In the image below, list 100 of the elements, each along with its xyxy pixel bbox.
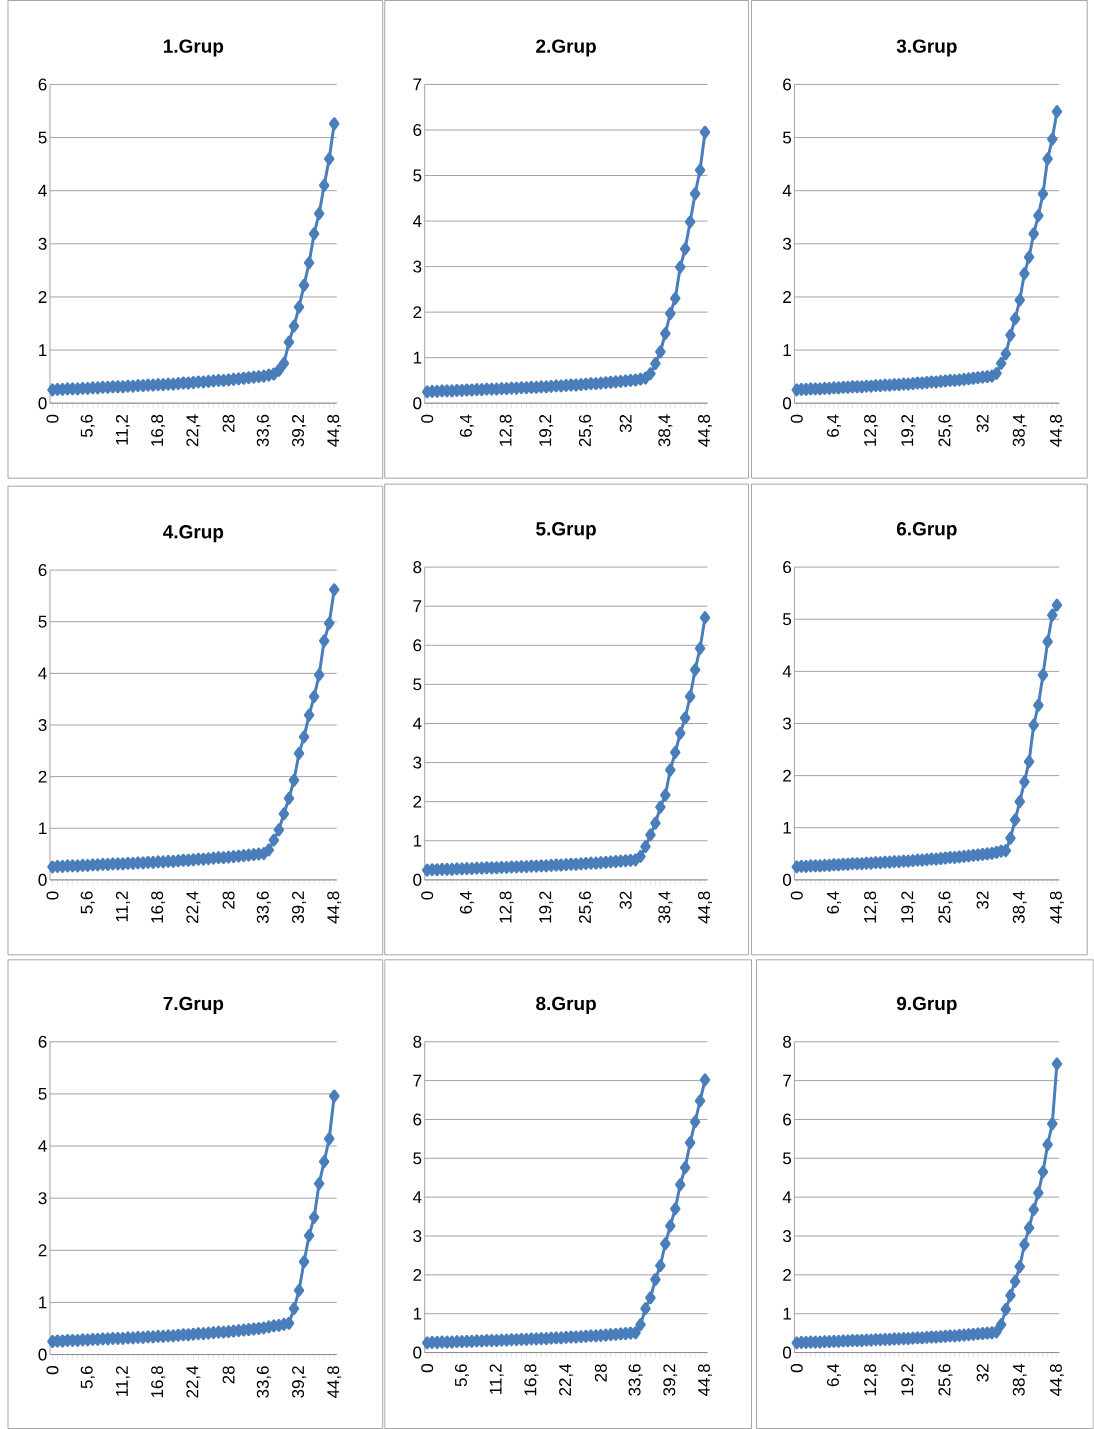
x-tick-label: 6,4 (460, 891, 475, 914)
y-tick-label: 1 (414, 351, 422, 364)
x-tick-label: 0 (421, 1364, 434, 1373)
x-tick-label: 0 (790, 414, 803, 423)
y-tick-label: 6 (413, 1113, 422, 1126)
y-tick-label: 7 (413, 1074, 422, 1087)
x-tick-label: 39,2 (663, 1364, 678, 1396)
x-tick-label: 16,8 (151, 414, 166, 446)
x-tick-label: 25,6 (938, 891, 953, 923)
x-tick-label: 0 (790, 1364, 803, 1373)
y-tick-label: 4 (782, 184, 792, 197)
x-tick-label: 5,6 (80, 414, 95, 438)
x-tick-label: 44,8 (698, 1364, 713, 1397)
x-tick-label: 12,8 (499, 414, 514, 446)
x-tick-label: 6,4 (827, 414, 842, 437)
y-tick-label: 5 (413, 169, 422, 182)
chart-title: 2.Grup (536, 39, 597, 57)
y-tick-label: 1 (39, 344, 47, 356)
y-tick-label: 6 (38, 1035, 47, 1048)
y-tick-label: 4 (413, 215, 422, 227)
x-tick-label: 19,2 (901, 1364, 916, 1396)
x-tick-label: 19,2 (901, 891, 916, 923)
y-tick-label: 6 (413, 639, 422, 652)
y-tick-label: 0 (38, 1348, 47, 1361)
y-tick-label: 7 (413, 600, 422, 613)
y-tick-label: 8 (413, 1035, 422, 1048)
x-tick-label: 33,6 (256, 414, 271, 447)
x-tick-label: 0 (46, 891, 59, 900)
y-tick-label: 2 (38, 770, 47, 783)
x-tick-label: 16,8 (151, 891, 166, 923)
x-tick-label: 25,6 (938, 1364, 953, 1396)
x-tick-label: 44,8 (698, 414, 713, 447)
x-tick-label: 38,4 (1012, 1363, 1027, 1396)
y-tick-label: 1 (39, 822, 47, 835)
y-tick-label: 0 (413, 1346, 422, 1359)
y-tick-label: 2 (413, 795, 422, 808)
y-tick-label: 1 (414, 834, 422, 847)
y-tick-label: 0 (783, 1346, 792, 1359)
x-tick-label: 28 (594, 1364, 607, 1382)
x-tick-label: 44,8 (698, 891, 713, 924)
x-tick-label: 32 (976, 891, 989, 909)
x-tick-label: 11,2 (116, 891, 131, 922)
x-tick-label: 0 (421, 414, 434, 423)
x-tick-label: 28 (222, 414, 235, 433)
x-tick-label: 5,6 (80, 891, 95, 914)
x-tick-label: 25,6 (579, 891, 594, 923)
y-tick-label: 5 (38, 1087, 47, 1100)
y-tick-label: 5 (783, 613, 792, 626)
y-tick-label: 3 (38, 237, 47, 250)
x-tick-label: 44,8 (327, 891, 342, 924)
x-tick-label: 12,8 (864, 414, 879, 446)
y-tick-label: 1 (783, 821, 792, 834)
y-tick-label: 3 (38, 718, 47, 732)
x-tick-label: 6,4 (827, 1363, 842, 1387)
x-tick-label: 44,8 (327, 1366, 342, 1399)
chart-title: 9.Grup (897, 996, 957, 1014)
chart-title: 7.Grup (163, 996, 224, 1014)
y-tick-label: 0 (413, 397, 422, 410)
chart-title: 8.Grup (536, 996, 597, 1014)
x-tick-label: 0 (421, 891, 434, 900)
x-tick-label: 0 (46, 414, 59, 423)
chart-title: 5.Grup (536, 522, 597, 540)
x-tick-label: 32 (976, 414, 989, 433)
x-tick-label: 22,4 (559, 1363, 574, 1396)
y-tick-label: 3 (38, 1192, 47, 1205)
x-tick-label: 6,4 (827, 891, 842, 914)
y-tick-label: 7 (413, 78, 422, 91)
x-tick-label: 11,2 (116, 1366, 131, 1396)
x-tick-label: 38,4 (658, 891, 673, 924)
x-tick-label: 44,8 (1050, 1364, 1065, 1397)
y-tick-label: 4 (782, 1191, 792, 1203)
x-tick-label: 28 (222, 1366, 235, 1384)
y-tick-label: 5 (413, 678, 422, 691)
y-tick-label: 1 (414, 1307, 422, 1320)
x-tick-label: 16,8 (151, 1366, 166, 1398)
x-tick-label: 22,4 (186, 1365, 201, 1398)
y-tick-label: 8 (413, 561, 422, 574)
y-tick-label: 6 (783, 1113, 792, 1126)
x-tick-label: 12,8 (864, 1364, 879, 1396)
y-tick-label: 0 (38, 397, 47, 410)
y-tick-label: 3 (783, 1229, 792, 1243)
y-tick-label: 5 (783, 131, 792, 144)
x-tick-label: 28 (222, 891, 235, 909)
y-tick-label: 3 (413, 1229, 422, 1243)
x-tick-label: 33,6 (256, 1366, 271, 1398)
x-tick-label: 11,2 (116, 414, 131, 445)
x-tick-label: 22,4 (186, 414, 201, 447)
y-tick-label: 6 (783, 78, 792, 91)
y-tick-label: 1 (783, 344, 792, 356)
x-tick-label: 38,4 (1012, 414, 1027, 447)
y-tick-label: 0 (38, 873, 47, 886)
y-tick-label: 5 (38, 131, 47, 144)
chart-title: 4.Grup (163, 525, 224, 543)
x-tick-label: 12,8 (864, 891, 879, 923)
x-tick-label: 33,6 (628, 1364, 643, 1396)
chart-title: 6.Grup (897, 522, 957, 540)
x-tick-label: 39,2 (292, 1366, 307, 1398)
x-tick-label: 44,8 (1050, 891, 1065, 924)
y-tick-label: 6 (413, 123, 422, 136)
y-tick-label: 0 (783, 873, 792, 886)
